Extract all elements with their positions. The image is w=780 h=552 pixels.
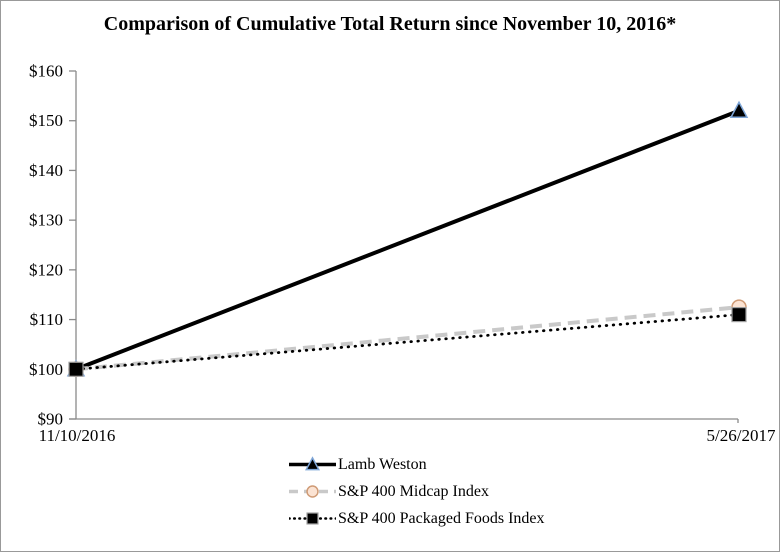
- y-tick-label: $140: [29, 161, 63, 180]
- y-tick-label: $150: [29, 111, 63, 130]
- legend-square-marker-icon: [306, 512, 319, 525]
- x-tick-label: 11/10/2016: [39, 426, 116, 445]
- legend-swatch-lamb-weston-line-icon: [289, 456, 336, 471]
- y-tick-label: $160: [29, 62, 63, 81]
- series-line-2: [74, 313, 741, 371]
- legend-label-lamb-weston: Lamb Weston: [338, 455, 427, 473]
- legend-swatch-sp400-midcap-line-icon: [289, 485, 336, 498]
- x-tick-label: 5/26/2017: [707, 426, 776, 445]
- legend: Lamb Weston S&P 400 Midcap Index S&P 400…: [289, 455, 545, 528]
- legend-triangle-marker-icon: [305, 456, 320, 471]
- legend-item-sp400-packaged-foods: S&P 400 Packaged Foods Index: [289, 509, 545, 528]
- chart-title: Comparison of Cumulative Total Return si…: [103, 13, 677, 35]
- y-tick-label: $120: [29, 260, 63, 279]
- series-2-square-marker-icon: [731, 307, 747, 323]
- y-tick-label: $130: [29, 211, 63, 230]
- series-2-square-marker-icon: [68, 361, 84, 377]
- series-line-0: [75, 108, 740, 372]
- legend-label-sp400-packaged-foods: S&P 400 Packaged Foods Index: [338, 509, 545, 527]
- legend-circle-marker-icon: [306, 485, 319, 498]
- series-0-triangle-marker-icon: [729, 100, 749, 119]
- legend-item-lamb-weston: Lamb Weston: [289, 455, 545, 474]
- legend-item-sp400-midcap: S&P 400 Midcap Index: [289, 482, 545, 501]
- series-line-1: [75, 305, 740, 372]
- y-tick-label: $100: [29, 360, 63, 379]
- y-tick-label: $90: [38, 410, 64, 429]
- legend-label-sp400-midcap: S&P 400 Midcap Index: [338, 482, 489, 500]
- legend-swatch-sp400-packaged-foods-line-icon: [289, 512, 336, 525]
- y-tick-label: $110: [30, 310, 63, 329]
